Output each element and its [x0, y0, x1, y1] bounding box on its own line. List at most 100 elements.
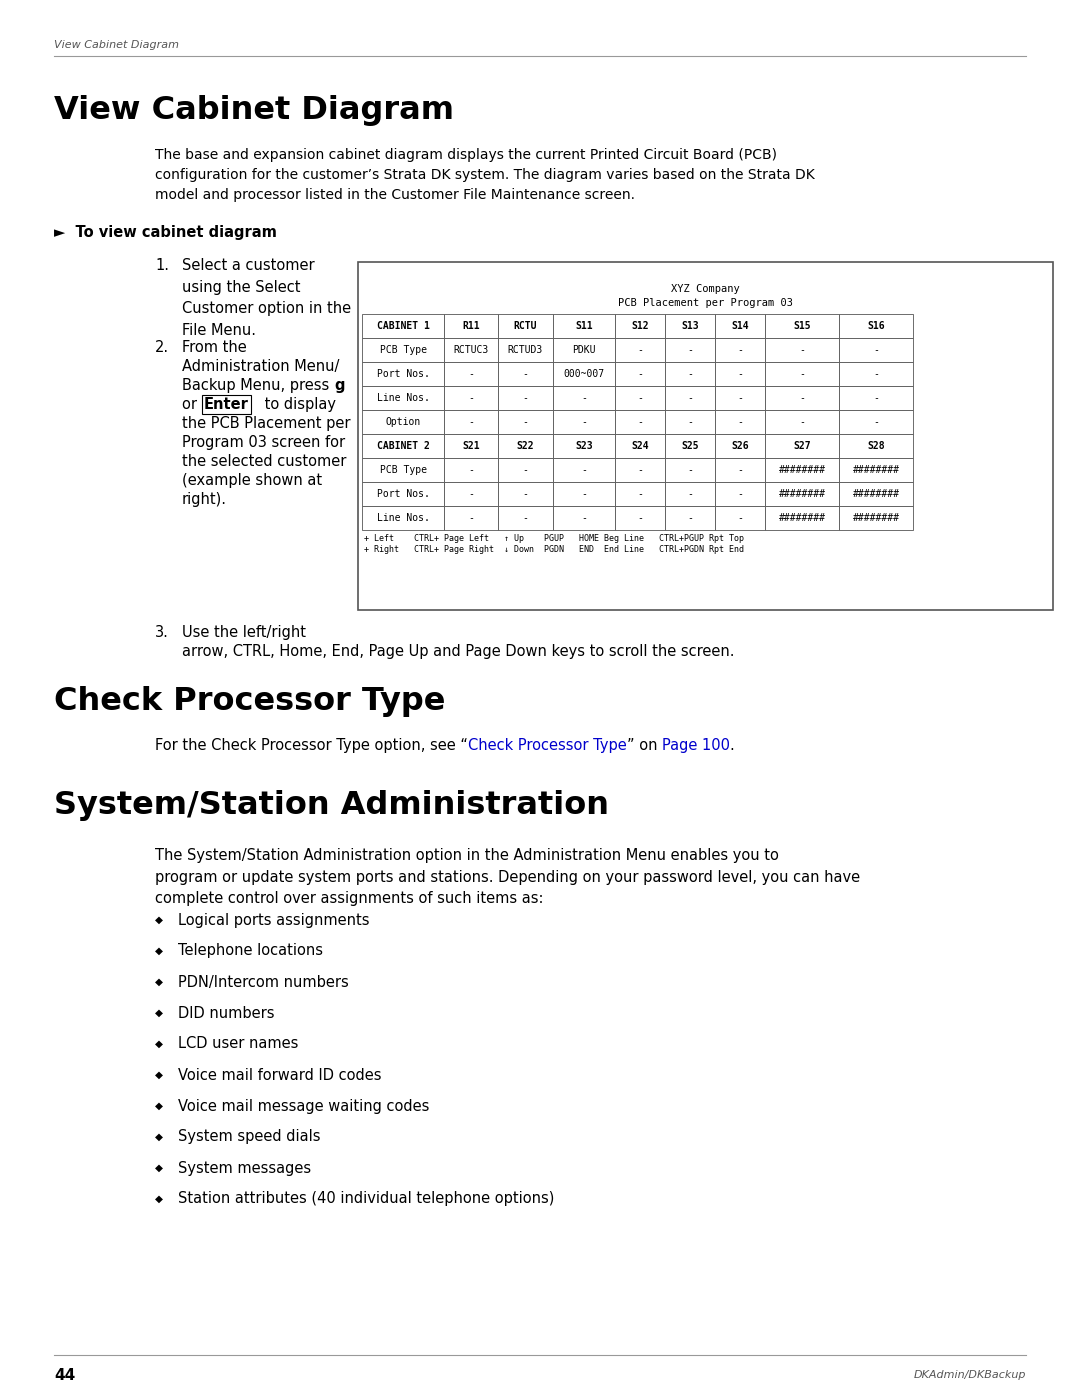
Text: -: -	[687, 369, 693, 379]
Text: -: -	[523, 393, 528, 402]
Bar	[362, 482, 444, 506]
Text: -: -	[523, 465, 528, 475]
Text: S23: S23	[576, 441, 593, 451]
Text: -: -	[687, 465, 693, 475]
Text: View Cabinet Diagram: View Cabinet Diagram	[54, 41, 179, 50]
Text: -: -	[581, 465, 586, 475]
Bar	[553, 386, 615, 409]
Text: Port Nos.: Port Nos.	[377, 369, 430, 379]
Bar	[553, 458, 615, 482]
Text: 000~007: 000~007	[564, 369, 605, 379]
Bar	[665, 482, 715, 506]
Bar	[444, 482, 498, 506]
Text: -: -	[873, 369, 879, 379]
Text: ########: ########	[779, 465, 825, 475]
Bar	[839, 338, 913, 362]
Bar	[498, 409, 553, 434]
Text: -: -	[737, 489, 743, 499]
Bar	[665, 338, 715, 362]
Text: -: -	[468, 489, 474, 499]
Text: S26: S26	[731, 441, 748, 451]
Bar	[553, 434, 615, 458]
Bar	[444, 362, 498, 386]
Text: -: -	[687, 416, 693, 427]
Bar	[839, 482, 913, 506]
Bar	[553, 506, 615, 529]
Text: ########: ########	[852, 489, 900, 499]
Bar	[553, 409, 615, 434]
Bar	[615, 458, 665, 482]
Bar	[444, 386, 498, 409]
Bar	[839, 386, 913, 409]
Text: -: -	[637, 369, 643, 379]
Bar	[615, 362, 665, 386]
Bar	[615, 506, 665, 529]
Text: S12: S12	[631, 321, 649, 331]
Text: Check Processor Type: Check Processor Type	[54, 686, 445, 717]
Bar	[715, 314, 765, 338]
Text: ◆: ◆	[156, 1194, 163, 1204]
Text: S28: S28	[867, 441, 885, 451]
Bar	[362, 362, 444, 386]
Text: -: -	[523, 416, 528, 427]
Text: Select a customer
using the Select
Customer option in the
File Menu.: Select a customer using the Select Custo…	[183, 258, 351, 338]
Bar	[839, 314, 913, 338]
Text: PCB Type: PCB Type	[379, 465, 427, 475]
Bar	[362, 409, 444, 434]
Bar	[444, 338, 498, 362]
Text: -: -	[799, 369, 805, 379]
Bar	[553, 482, 615, 506]
Text: -: -	[737, 369, 743, 379]
Text: Logical ports assignments: Logical ports assignments	[178, 912, 369, 928]
Bar	[498, 482, 553, 506]
Bar	[362, 434, 444, 458]
Text: -: -	[581, 416, 586, 427]
Bar	[498, 458, 553, 482]
Text: For the Check Processor Type option, see “: For the Check Processor Type option, see…	[156, 738, 468, 753]
Bar	[615, 434, 665, 458]
Bar	[615, 386, 665, 409]
Bar	[615, 314, 665, 338]
Bar	[665, 386, 715, 409]
Text: CABINET 1: CABINET 1	[377, 321, 430, 331]
Text: arrow, CTRL, Home, End, Page Up and Page Down keys to scroll the screen.: arrow, CTRL, Home, End, Page Up and Page…	[183, 644, 734, 659]
Bar	[444, 409, 498, 434]
Bar	[362, 314, 444, 338]
Text: -: -	[523, 369, 528, 379]
Text: S24: S24	[631, 441, 649, 451]
Text: 2.: 2.	[156, 339, 170, 355]
Bar	[839, 458, 913, 482]
Bar	[715, 386, 765, 409]
Text: to display: to display	[260, 397, 336, 412]
Text: Option: Option	[386, 416, 420, 427]
Text: -: -	[687, 513, 693, 522]
Text: S16: S16	[867, 321, 885, 331]
Text: -: -	[581, 513, 586, 522]
Text: ◆: ◆	[156, 1101, 163, 1111]
Bar	[444, 506, 498, 529]
Text: Telephone locations: Telephone locations	[178, 943, 323, 958]
Bar	[498, 314, 553, 338]
Bar	[665, 409, 715, 434]
Text: Port Nos.: Port Nos.	[377, 489, 430, 499]
Text: -: -	[687, 393, 693, 402]
Bar	[665, 506, 715, 529]
Text: or: or	[183, 397, 202, 412]
Text: 1.: 1.	[156, 258, 168, 272]
Text: ◆: ◆	[156, 1162, 163, 1173]
Bar	[665, 314, 715, 338]
Text: S11: S11	[576, 321, 593, 331]
Text: -: -	[468, 369, 474, 379]
Text: -: -	[637, 393, 643, 402]
Text: PDN/Intercom numbers: PDN/Intercom numbers	[178, 975, 349, 989]
Text: S22: S22	[516, 441, 535, 451]
Text: g: g	[334, 379, 345, 393]
Bar	[765, 434, 839, 458]
Text: View Cabinet Diagram: View Cabinet Diagram	[54, 95, 454, 126]
Text: the selected customer: the selected customer	[183, 454, 347, 469]
Text: -: -	[737, 513, 743, 522]
Text: -: -	[687, 345, 693, 355]
Text: Page 100: Page 100	[662, 738, 730, 753]
Text: PDKU: PDKU	[572, 345, 596, 355]
Bar	[765, 362, 839, 386]
